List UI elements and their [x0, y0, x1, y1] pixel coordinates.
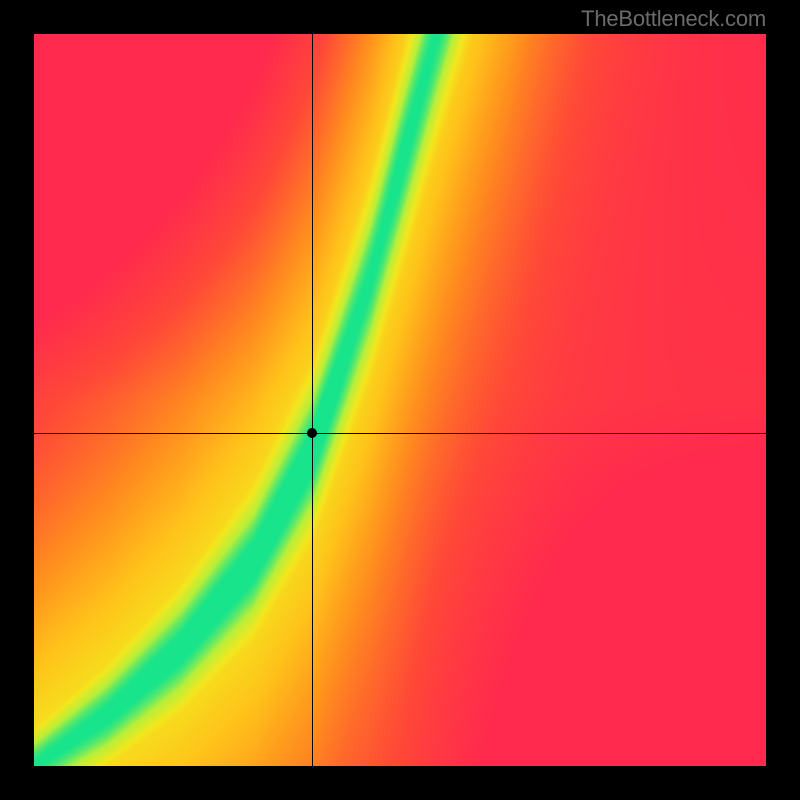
- attribution-text: TheBottleneck.com: [581, 6, 766, 32]
- crosshair-horizontal: [34, 433, 766, 434]
- bottleneck-heatmap: [34, 34, 766, 766]
- selection-marker: [307, 428, 317, 438]
- crosshair-vertical: [312, 34, 313, 766]
- plot-frame: [34, 34, 766, 766]
